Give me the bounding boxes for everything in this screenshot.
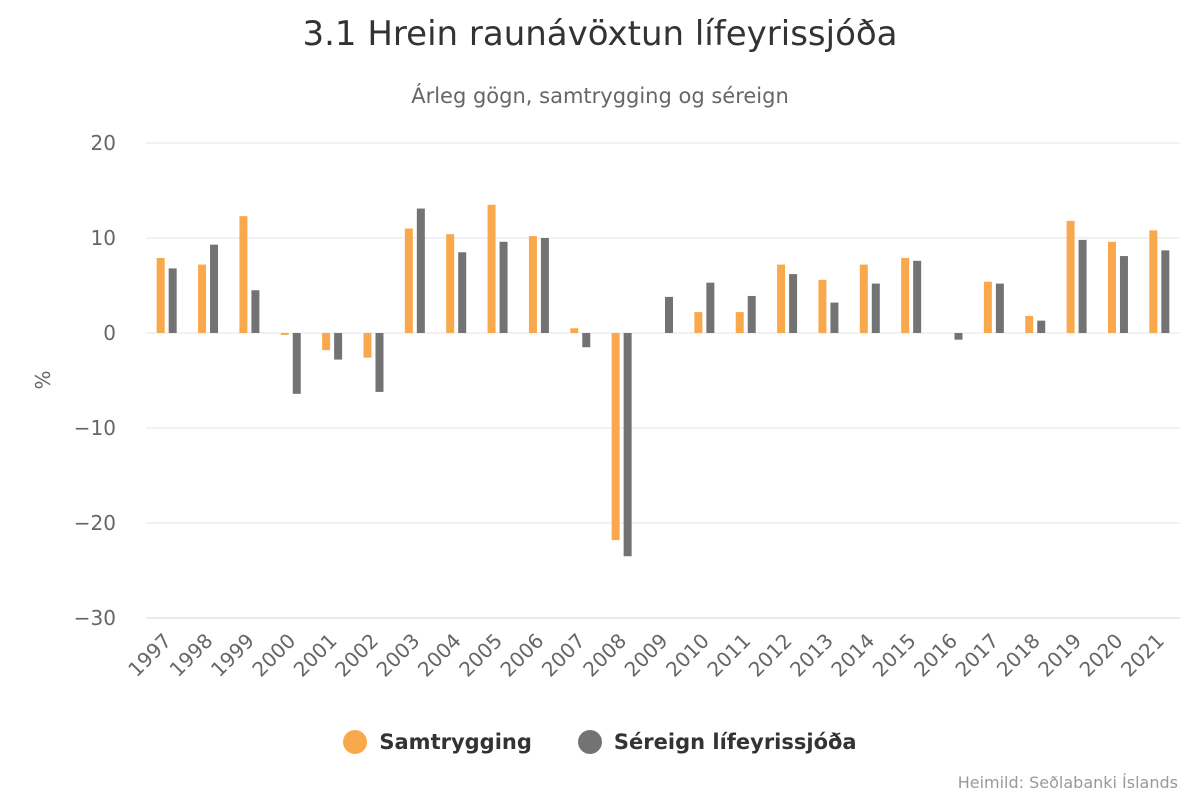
x-tick-label: 2003 (371, 629, 424, 682)
x-tick-label: 2000 (247, 629, 300, 682)
legend-label-samtrygging: Samtrygging (379, 730, 532, 754)
bar-sereign (292, 333, 301, 394)
bar-sereign (747, 295, 756, 333)
bar-samtrygging (1066, 220, 1075, 333)
bar-sereign (168, 268, 177, 333)
bar-sereign (954, 333, 963, 340)
x-tick-label: 2001 (289, 629, 342, 682)
bar-sereign (995, 283, 1004, 333)
bar-sereign (1161, 250, 1170, 333)
bar-sereign (375, 333, 384, 392)
x-tick-label: 2007 (537, 629, 590, 682)
bar-sereign (706, 282, 715, 333)
bar-sereign (582, 333, 591, 348)
bar-sereign (334, 333, 343, 360)
x-tick-label: 2004 (413, 629, 466, 682)
x-tick-label: 2009 (620, 629, 673, 682)
bar-samtrygging (694, 312, 703, 333)
bar-samtrygging (570, 328, 579, 333)
chart-subtitle: Árleg gögn, samtrygging og séreign (411, 84, 789, 108)
x-tick-label: 2015 (868, 629, 921, 682)
bar-samtrygging (156, 257, 165, 333)
bar-sereign (1078, 239, 1087, 333)
x-tick-label: 2014 (826, 629, 879, 682)
x-tick-label: 2008 (578, 629, 631, 682)
legend-label-sereign: Séreign lífeyrissjóða (613, 730, 857, 754)
bar-sereign (458, 252, 467, 333)
x-tick-label: 2010 (661, 629, 714, 682)
bar-sereign (416, 208, 425, 333)
bar-sereign (210, 244, 219, 333)
bar-sereign (1037, 320, 1046, 333)
bar-samtrygging (1025, 315, 1034, 333)
bar-samtrygging (404, 228, 413, 333)
bar-samtrygging (280, 333, 289, 335)
x-tick-label: 2002 (330, 629, 383, 682)
y-tick-label: 20 (91, 131, 116, 155)
bar-sereign (499, 241, 508, 333)
x-tick-label: 2005 (454, 629, 507, 682)
x-tick-label: 2013 (785, 629, 838, 682)
legend-marker-samtrygging (343, 730, 368, 754)
x-tick-label: 2019 (1033, 629, 1086, 682)
y-tick-label: −20 (74, 511, 116, 535)
bar-samtrygging (322, 333, 331, 351)
bar-samtrygging (1149, 230, 1158, 333)
y-tick-label: 10 (91, 226, 116, 250)
x-tick-label: 2017 (950, 629, 1003, 682)
bar-sereign (623, 333, 632, 557)
y-axis-title: % (31, 370, 55, 389)
bar-sereign (665, 296, 673, 333)
chart-title: 3.1 Hrein raunávöxtun lífeyrissjóða (302, 14, 898, 54)
bar-samtrygging (983, 281, 992, 333)
bar-samtrygging (777, 264, 786, 333)
bar-sereign (871, 283, 880, 333)
x-tick-label: 1998 (165, 629, 218, 682)
bar-samtrygging (859, 264, 868, 333)
bar-sereign (540, 238, 549, 333)
x-tick-label: 2020 (1075, 629, 1128, 682)
bar-samtrygging (198, 264, 207, 333)
source-credit: Heimild: Seðlabanki Íslands (957, 773, 1178, 792)
bar-samtrygging (487, 204, 496, 333)
bar-samtrygging (611, 333, 620, 541)
legend-item-sereign[interactable]: Séreign lífeyrissjóða (577, 730, 857, 754)
bar-samtrygging (1107, 241, 1116, 333)
x-tick-label: 2016 (909, 629, 962, 682)
bar-sereign (251, 290, 260, 333)
legend: Samtrygging Séreign lífeyrissjóða (0, 730, 1200, 754)
legend-item-samtrygging[interactable]: Samtrygging (343, 730, 532, 754)
x-tick-label: 2011 (702, 629, 755, 682)
bar-samtrygging (735, 312, 744, 333)
bar-samtrygging (818, 279, 827, 333)
y-tick-label: 0 (103, 321, 116, 345)
x-tick-label: 2012 (744, 629, 797, 682)
legend-marker-sereign (577, 730, 602, 754)
x-tick-label: 1997 (123, 629, 176, 682)
bar-sereign (913, 260, 922, 333)
bar-samtrygging (446, 234, 455, 333)
x-tick-label: 2021 (1116, 629, 1169, 682)
bar-sereign (1119, 256, 1128, 333)
bar-samtrygging (901, 257, 910, 333)
bar-samtrygging (363, 333, 372, 358)
x-tick-label: 2006 (495, 629, 548, 682)
bar-samtrygging (239, 216, 248, 333)
y-tick-label: −10 (74, 416, 116, 440)
bar-sereign (789, 274, 798, 333)
y-tick-label: −30 (74, 606, 116, 630)
bar-sereign (830, 302, 839, 333)
x-tick-label: 2018 (992, 629, 1045, 682)
bar-samtrygging (528, 236, 537, 333)
x-tick-label: 1999 (206, 629, 259, 682)
